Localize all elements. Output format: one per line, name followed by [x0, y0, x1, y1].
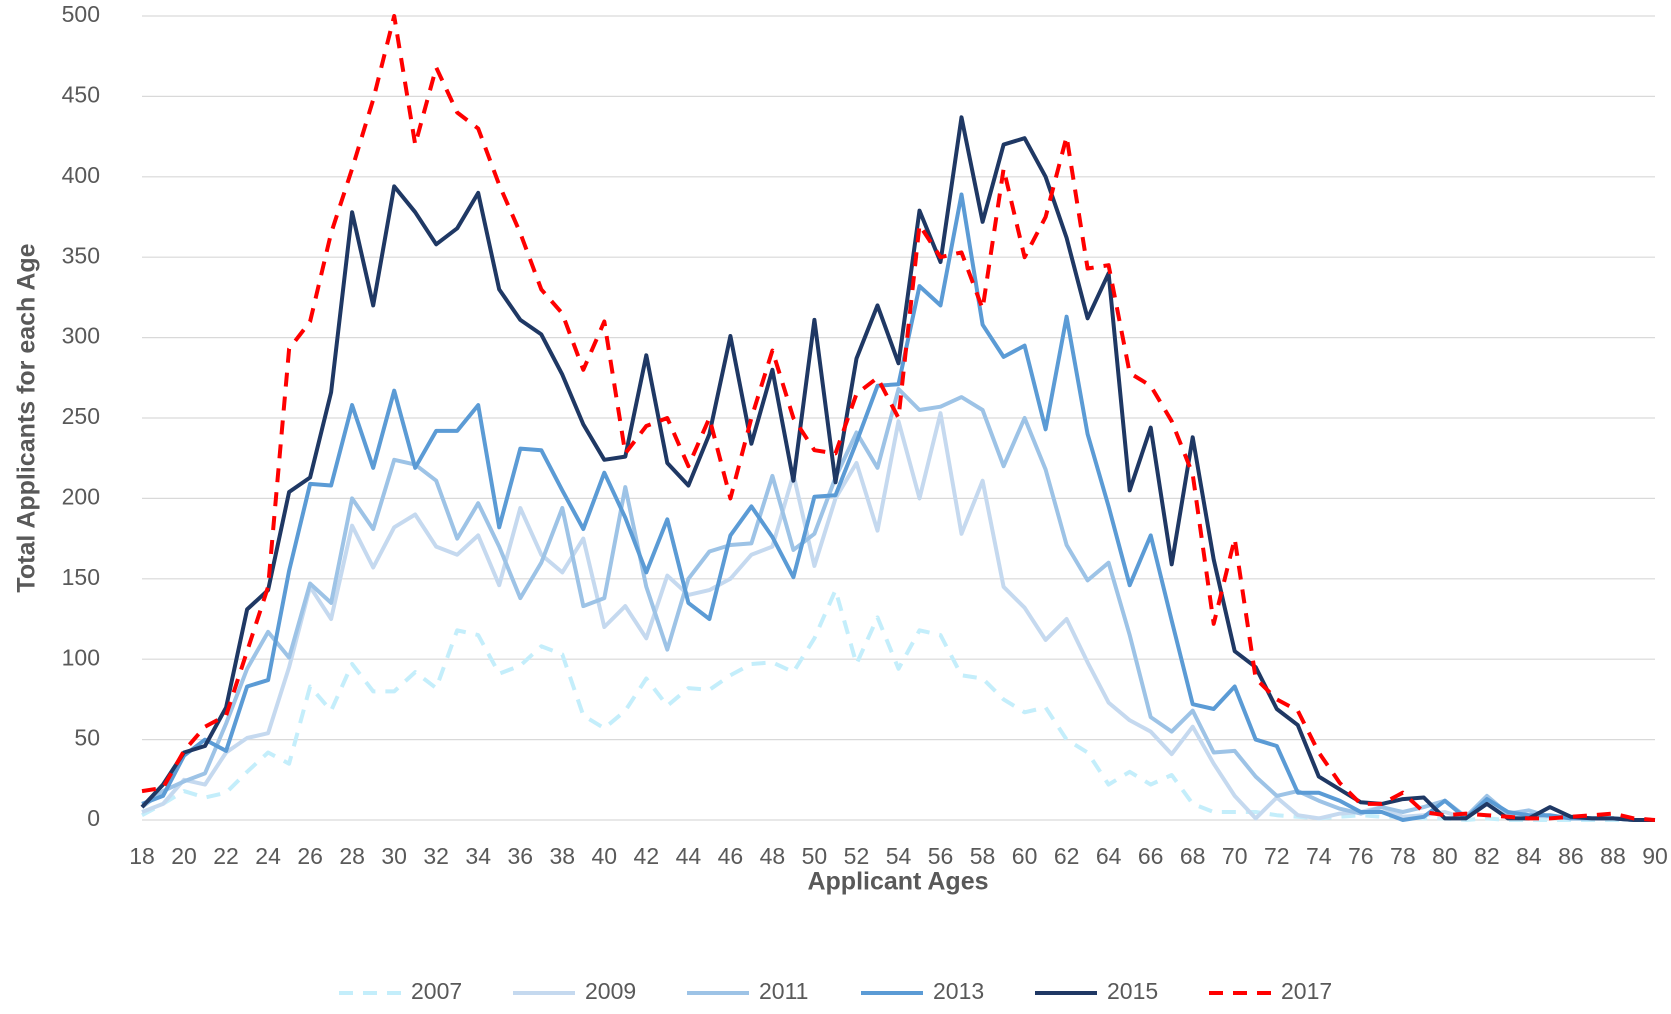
y-tick-label: 500 [62, 1, 100, 27]
x-tick-label: 58 [970, 843, 996, 869]
x-tick-label: 42 [634, 843, 660, 869]
y-tick-label: 250 [62, 403, 100, 429]
x-tick-label: 32 [423, 843, 449, 869]
x-tick-label: 80 [1432, 843, 1458, 869]
x-tick-label: 90 [1642, 843, 1668, 869]
x-tick-label: 62 [1054, 843, 1080, 869]
x-tick-label: 36 [507, 843, 533, 869]
x-tick-label: 78 [1390, 843, 1416, 869]
legend-label: 2013 [933, 978, 984, 1004]
legend-label: 2015 [1107, 978, 1158, 1004]
x-tick-label: 48 [760, 843, 786, 869]
x-tick-label: 22 [213, 843, 239, 869]
series-line [140, 387, 1655, 822]
x-tick-label: 54 [886, 843, 912, 869]
x-tick-label: 84 [1516, 843, 1542, 869]
legend-label: 2017 [1281, 978, 1332, 1004]
y-tick-label: 150 [62, 564, 100, 590]
x-tick-label: 30 [381, 843, 407, 869]
series-line [141, 14, 1656, 822]
y-tick-label: 100 [62, 644, 100, 670]
y-axis-title: Total Applicants for each Age [13, 243, 41, 592]
x-tick-label: 50 [802, 843, 828, 869]
x-tick-label: 38 [549, 843, 575, 869]
x-tick-label: 74 [1306, 843, 1332, 869]
x-axis-title: Applicant Ages [807, 868, 988, 896]
y-tick-label: 450 [62, 81, 100, 107]
series-line [141, 588, 1655, 822]
x-tick-label: 26 [297, 843, 323, 869]
y-tick-label: 300 [62, 323, 100, 349]
series-line [141, 411, 1655, 822]
x-tick-label: 70 [1222, 843, 1248, 869]
x-tick-label: 66 [1138, 843, 1164, 869]
x-tick-label: 34 [465, 843, 491, 869]
x-tick-label: 64 [1096, 843, 1122, 869]
x-tick-label: 40 [592, 843, 618, 869]
y-tick-label: 200 [62, 483, 100, 509]
series-line [140, 115, 1655, 822]
y-tick-label: 400 [62, 162, 100, 188]
x-tick-label: 82 [1474, 843, 1500, 869]
x-tick-label: 88 [1600, 843, 1626, 869]
x-tick-label: 24 [255, 843, 281, 869]
x-tick-label: 52 [844, 843, 870, 869]
x-tick-label: 44 [676, 843, 702, 869]
y-tick-label: 0 [87, 805, 100, 831]
x-tick-label: 76 [1348, 843, 1374, 869]
legend-label: 2007 [411, 978, 462, 1004]
x-tick-label: 68 [1180, 843, 1206, 869]
x-tick-label: 18 [129, 843, 155, 869]
x-tick-label: 46 [718, 843, 744, 869]
x-tick-label: 56 [928, 843, 954, 869]
y-tick-label: 350 [62, 242, 100, 268]
legend-label: 2011 [759, 978, 808, 1004]
legend-label: 2009 [585, 978, 636, 1004]
x-tick-label: 20 [171, 843, 197, 869]
x-tick-label: 28 [339, 843, 365, 869]
y-tick-label: 50 [74, 725, 100, 751]
series-line [141, 192, 1655, 822]
x-tick-label: 86 [1558, 843, 1584, 869]
x-tick-label: 60 [1012, 843, 1038, 869]
x-tick-label: 72 [1264, 843, 1290, 869]
